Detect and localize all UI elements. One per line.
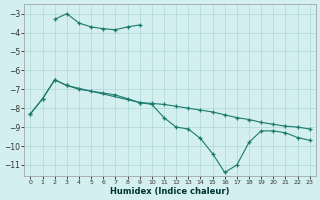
X-axis label: Humidex (Indice chaleur): Humidex (Indice chaleur) (110, 187, 230, 196)
